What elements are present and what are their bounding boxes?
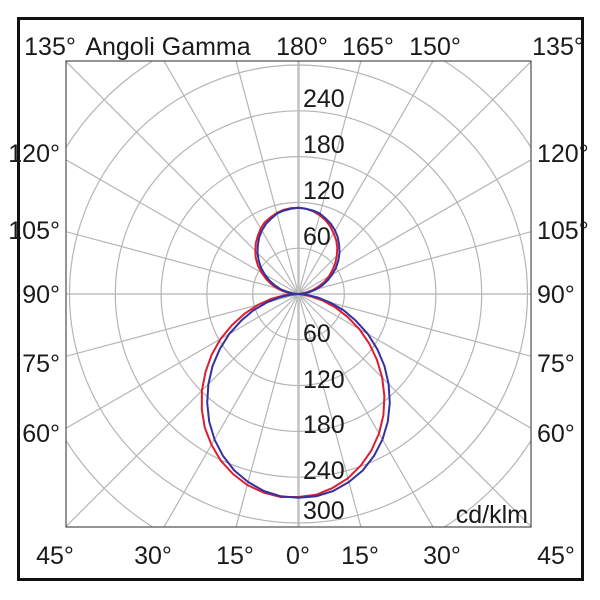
grid-ray xyxy=(66,293,299,357)
gamma-label-top: 180° xyxy=(276,33,328,61)
gamma-label-right: 75° xyxy=(537,350,575,378)
gamma-label-top: 135° xyxy=(532,33,584,61)
grid-ray xyxy=(298,293,531,357)
gamma-label-right: 90° xyxy=(537,281,575,309)
outer-frame xyxy=(17,17,584,581)
grid-ray xyxy=(298,293,531,429)
grid-ray xyxy=(298,159,531,295)
gamma-label-left: 120° xyxy=(8,140,60,168)
grid-ray xyxy=(66,231,299,295)
grid-circle xyxy=(206,201,391,387)
axis-labels: 135° 180° 165° 150° 135° 120° 105° 90° 75° 60° 120… xyxy=(8,33,588,570)
grid-ray xyxy=(297,293,434,527)
grid-circle xyxy=(160,156,437,432)
blue-curve xyxy=(206,206,391,499)
grid-ray xyxy=(66,293,299,429)
grid-ray xyxy=(298,293,531,527)
gamma-label-bottom: 30° xyxy=(134,542,172,570)
gamma-label-left: 60° xyxy=(22,420,60,448)
grid-circle xyxy=(114,110,483,478)
gamma-label-right: 60° xyxy=(537,420,575,448)
gamma-label-top: 135° xyxy=(24,33,76,61)
gamma-label-top: 150° xyxy=(409,33,461,61)
unit-label: cd/klm xyxy=(456,501,528,529)
gamma-label-bottom: 30° xyxy=(423,542,461,570)
grid-ray xyxy=(66,293,299,527)
gamma-label-right: 105° xyxy=(537,217,589,245)
grid-circle xyxy=(68,64,529,524)
grid-ray xyxy=(66,159,299,295)
radial-tick-label: 300 xyxy=(303,497,345,525)
radial-tick-label: 180 xyxy=(303,411,345,439)
grid-ray xyxy=(66,61,299,295)
radial-tick-label: 60 xyxy=(303,320,331,348)
gamma-label-left: 105° xyxy=(8,217,60,245)
grid-ray xyxy=(163,293,300,527)
grid-circle xyxy=(252,247,345,341)
gamma-label-bottom: 15° xyxy=(341,542,379,570)
gamma-label-left: 90° xyxy=(22,281,60,309)
grid-ray xyxy=(235,61,300,295)
radial-tick-label: 240 xyxy=(303,457,345,485)
gamma-label-bottom: 15° xyxy=(216,542,254,570)
grid-ray xyxy=(297,61,362,295)
radial-tick-label: 240 xyxy=(303,85,345,113)
intensity-curves xyxy=(200,206,391,499)
plot-border xyxy=(65,60,532,528)
grid-ray xyxy=(163,61,300,295)
gamma-label-bottom: 45° xyxy=(36,542,74,570)
radial-tick-label: 120 xyxy=(303,177,345,205)
gamma-label-bottom: 45° xyxy=(537,542,575,570)
gamma-label-bottom: 0° xyxy=(286,542,310,570)
grid-ray xyxy=(298,231,531,295)
gamma-label-right: 120° xyxy=(537,140,589,168)
radial-tick-label: 180 xyxy=(303,131,345,159)
grid-ray xyxy=(235,293,300,527)
radial-tick-label: 60 xyxy=(303,223,331,251)
gamma-label-top: 165° xyxy=(342,33,394,61)
radial-tick-label: 120 xyxy=(303,366,345,394)
gamma-label-left: 75° xyxy=(22,350,60,378)
grid-ray xyxy=(297,61,434,295)
grid-ray xyxy=(297,293,362,527)
chart-title: Angoli Gamma xyxy=(85,33,250,61)
